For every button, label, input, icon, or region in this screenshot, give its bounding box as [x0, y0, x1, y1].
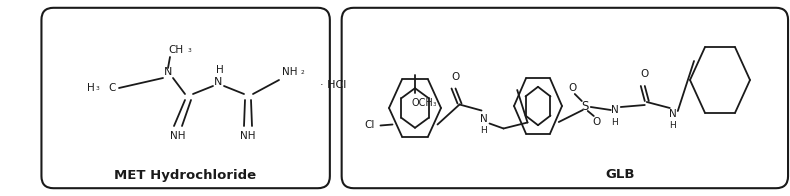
Text: OCH: OCH: [411, 98, 433, 108]
Text: $_3$: $_3$: [95, 83, 100, 93]
Text: $_3$: $_3$: [432, 100, 437, 109]
Text: N: N: [480, 113, 487, 123]
Text: H: H: [87, 83, 95, 93]
Text: H: H: [480, 126, 487, 135]
Text: NH: NH: [240, 131, 256, 141]
Text: O: O: [641, 69, 649, 79]
FancyBboxPatch shape: [41, 8, 330, 188]
Text: GLB: GLB: [605, 169, 634, 181]
Text: N: N: [669, 109, 677, 119]
Text: O: O: [592, 117, 601, 127]
Text: $_2$: $_2$: [300, 67, 305, 76]
Text: H: H: [669, 122, 676, 131]
Text: Cl: Cl: [364, 120, 374, 130]
Text: · HCl: · HCl: [320, 80, 346, 90]
Text: O: O: [451, 72, 460, 82]
Text: MET Hydrochloride: MET Hydrochloride: [114, 169, 256, 181]
Text: $_3$: $_3$: [187, 45, 193, 54]
Text: NH: NH: [282, 67, 298, 77]
Text: C: C: [108, 83, 115, 93]
Text: O: O: [569, 83, 577, 93]
Text: H: H: [611, 117, 618, 126]
Text: S: S: [581, 100, 589, 113]
Text: CH: CH: [168, 45, 183, 55]
Text: NH: NH: [171, 131, 186, 141]
FancyBboxPatch shape: [341, 8, 788, 188]
Text: H: H: [216, 65, 224, 75]
Text: N: N: [611, 105, 619, 115]
Text: N: N: [164, 67, 172, 77]
Text: N: N: [214, 77, 222, 87]
